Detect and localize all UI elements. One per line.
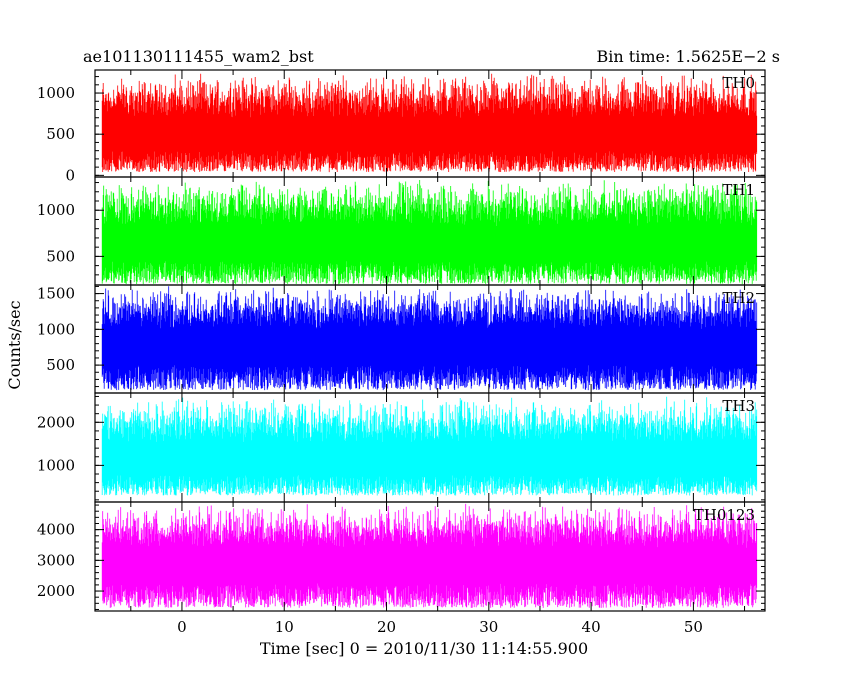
x-tick-label: 0: [177, 618, 187, 636]
x-tick-label: 30: [479, 618, 498, 636]
y-tick-label: 2000: [37, 582, 75, 600]
x-axis-title: Time [sec] 0 = 2010/11/30 11:14:55.900: [260, 639, 588, 658]
panel-label-th2: TH2: [722, 289, 755, 307]
x-tick-label: 10: [275, 618, 294, 636]
panel-label-th0123: TH0123: [694, 506, 755, 524]
y-tick-label: 0: [65, 166, 75, 184]
x-tick-label: 50: [684, 618, 703, 636]
x-tick-label: 40: [582, 618, 601, 636]
series-trace-th0123: [101, 503, 758, 608]
series-trace-th3: [101, 396, 758, 496]
y-tick-label: 500: [46, 125, 75, 143]
y-tick-label: 1000: [37, 456, 75, 474]
y-tick-label: 2000: [37, 413, 75, 431]
panel-label-th0: TH0: [722, 74, 755, 92]
panel-frame: [94, 501, 766, 612]
panel-th3: 1000 2000 TH3: [37, 392, 766, 503]
panel-th2: 500 1000 1500 TH2: [37, 284, 766, 394]
y-tick-label: 500: [46, 356, 75, 374]
series-trace-th2: [101, 286, 758, 391]
panel-th1: 500 1000 TH1: [37, 176, 766, 286]
panel-th0: 0 500 1000 TH0: [37, 69, 766, 184]
series-trace-th1: [101, 180, 758, 285]
y-tick-label: 1000: [37, 320, 75, 338]
header-left-title: ae101130111455_wam2_bst: [83, 47, 314, 66]
y-tick-label: 3000: [37, 551, 75, 569]
header-right-bin-time: Bin time: 1.5625E−2 s: [597, 47, 780, 66]
panel-label-th3: TH3: [722, 397, 755, 415]
y-tick-label: 500: [46, 247, 75, 265]
x-tick-label: 20: [377, 618, 396, 636]
y-tick-label: 4000: [37, 521, 75, 539]
panel-label-th1: TH1: [722, 181, 755, 199]
y-tick-label: 1000: [37, 201, 75, 219]
y-axis-title: Counts/sec: [5, 300, 24, 389]
series-trace-th0: [101, 73, 758, 173]
y-tick-label: 1000: [37, 84, 75, 102]
y-tick-label: 1500: [37, 285, 75, 303]
panel-th0123: 2000 3000 4000 TH0123: [37, 501, 766, 612]
